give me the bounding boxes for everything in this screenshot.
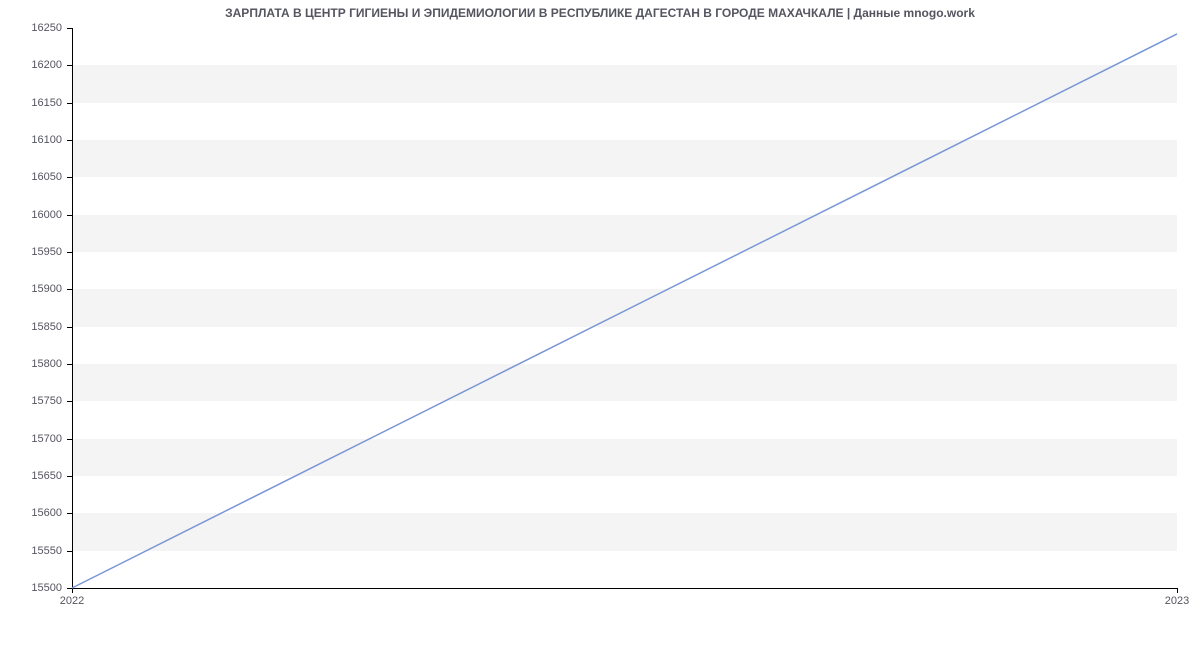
y-tick-label: 16250 — [2, 22, 62, 34]
y-tick-label: 15600 — [2, 507, 62, 519]
y-tick-label: 15800 — [2, 358, 62, 370]
y-tick-label: 16050 — [2, 171, 62, 183]
y-tick-label: 15850 — [2, 321, 62, 333]
y-tick-label: 15500 — [2, 582, 62, 594]
y-tick-label: 16100 — [2, 134, 62, 146]
x-axis-line — [72, 588, 1177, 589]
plot-area: 1550015550156001565015700157501580015850… — [72, 28, 1177, 588]
line-layer — [72, 28, 1177, 588]
y-tick-label: 15900 — [2, 283, 62, 295]
y-tick-label: 15750 — [2, 395, 62, 407]
series-line-salary — [72, 34, 1177, 588]
x-tick-mark — [1177, 588, 1178, 593]
x-tick-label: 2023 — [1165, 595, 1189, 607]
y-tick-label: 15950 — [2, 246, 62, 258]
y-tick-label: 15700 — [2, 433, 62, 445]
y-tick-label: 16150 — [2, 97, 62, 109]
x-tick-label: 2022 — [60, 595, 84, 607]
y-tick-label: 16200 — [2, 59, 62, 71]
chart-title: ЗАРПЛАТА В ЦЕНТР ГИГИЕНЫ И ЭПИДЕМИОЛОГИИ… — [0, 6, 1200, 20]
salary-line-chart: ЗАРПЛАТА В ЦЕНТР ГИГИЕНЫ И ЭПИДЕМИОЛОГИИ… — [0, 0, 1200, 650]
y-tick-label: 15650 — [2, 470, 62, 482]
y-tick-label: 16000 — [2, 209, 62, 221]
y-tick-label: 15550 — [2, 545, 62, 557]
